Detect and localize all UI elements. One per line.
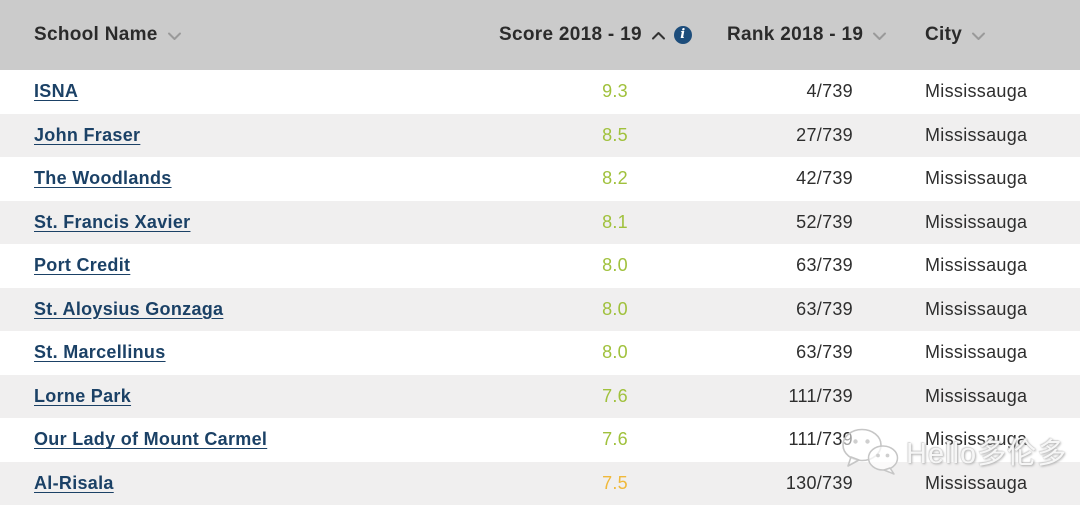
school-link[interactable]: The Woodlands <box>34 168 172 189</box>
rank-cell: 63/739 <box>796 298 853 319</box>
city-cell: Mississauga <box>925 255 1028 276</box>
rank-cell: 130/739 <box>785 472 853 493</box>
rank-cell: 111/739 <box>788 429 853 450</box>
score-cell: 7.6 <box>602 429 628 450</box>
school-link[interactable]: Our Lady of Mount Carmel <box>34 429 268 450</box>
rank-cell: 52/739 <box>796 211 853 232</box>
score-cell: 8.5 <box>602 124 628 145</box>
table-body: ISNA 9.3 4/739 Mississauga John Fraser 8… <box>0 70 1080 505</box>
score-cell: 8.0 <box>602 342 628 363</box>
score-cell: 8.2 <box>602 168 628 189</box>
city-cell: Mississauga <box>925 385 1028 406</box>
score-cell: 8.0 <box>602 298 628 319</box>
rank-cell: 63/739 <box>796 255 853 276</box>
city-cell: Mississauga <box>925 472 1028 493</box>
score-cell: 8.0 <box>602 255 628 276</box>
school-name-cell: John Fraser <box>0 125 480 146</box>
school-link[interactable]: St. Marcellinus <box>34 342 166 363</box>
table-row: Al-Risala 7.5 130/739 Mississauga <box>0 461 1080 505</box>
rank-cell: 27/739 <box>796 124 853 145</box>
city-cell: Mississauga <box>925 124 1028 145</box>
table-row: St. Marcellinus 8.0 63/739 Mississauga <box>0 331 1080 375</box>
score-cell: 8.1 <box>602 211 628 232</box>
city-cell: Mississauga <box>925 81 1028 102</box>
city-cell: Mississauga <box>925 429 1028 450</box>
city-cell: Mississauga <box>925 342 1028 363</box>
chevron-down-icon <box>167 32 181 40</box>
table-row: St. Aloysius Gonzaga 8.0 63/739 Mississa… <box>0 287 1080 331</box>
column-header-score[interactable]: Score 2018 - 19 i <box>499 0 692 70</box>
school-name-cell: The Woodlands <box>0 168 480 189</box>
score-cell: 7.6 <box>602 385 628 406</box>
school-link[interactable]: ISNA <box>34 81 79 102</box>
city-cell: Mississauga <box>925 211 1028 232</box>
table-row: ISNA 9.3 4/739 Mississauga <box>0 70 1080 114</box>
table-row: John Fraser 8.5 27/739 Mississauga <box>0 113 1080 157</box>
column-label: City <box>925 24 963 45</box>
school-name-cell: ISNA <box>0 81 480 102</box>
score-cell: 9.3 <box>602 81 628 102</box>
table-header: School Name Score 2018 - 19 i Rank 2018 … <box>0 0 1080 70</box>
column-header-rank[interactable]: Rank 2018 - 19 <box>727 0 887 70</box>
rank-cell: 42/739 <box>796 168 853 189</box>
score-cell: 7.5 <box>602 472 628 493</box>
school-link[interactable]: Lorne Park <box>34 385 132 406</box>
city-cell: Mississauga <box>925 168 1028 189</box>
column-header-school-name[interactable]: School Name <box>34 0 182 70</box>
school-link[interactable]: St. Aloysius Gonzaga <box>34 298 224 319</box>
school-link[interactable]: John Fraser <box>34 124 141 145</box>
school-name-cell: Our Lady of Mount Carmel <box>0 429 480 450</box>
column-label: Score 2018 - 19 <box>499 24 642 45</box>
column-label: Rank 2018 - 19 <box>727 24 864 45</box>
school-link[interactable]: St. Francis Xavier <box>34 211 191 232</box>
school-name-cell: Port Credit <box>0 255 480 276</box>
school-name-cell: St. Aloysius Gonzaga <box>0 299 480 320</box>
school-name-cell: Lorne Park <box>0 386 480 407</box>
column-header-city[interactable]: City <box>925 0 986 70</box>
school-name-cell: Al-Risala <box>0 473 480 494</box>
rank-cell: 63/739 <box>796 342 853 363</box>
school-link[interactable]: Al-Risala <box>34 472 114 493</box>
school-name-cell: St. Marcellinus <box>0 342 480 363</box>
chevron-down-icon <box>972 32 986 40</box>
table-row: St. Francis Xavier 8.1 52/739 Mississaug… <box>0 200 1080 244</box>
city-cell: Mississauga <box>925 298 1028 319</box>
chevron-up-icon <box>651 32 665 40</box>
rank-cell: 111/739 <box>788 385 853 406</box>
table-row: Lorne Park 7.6 111/739 Mississauga <box>0 374 1080 418</box>
table-row: The Woodlands 8.2 42/739 Mississauga <box>0 157 1080 201</box>
table-row: Port Credit 8.0 63/739 Mississauga <box>0 244 1080 288</box>
chevron-down-icon <box>873 32 887 40</box>
table-row: Our Lady of Mount Carmel 7.6 111/739 Mis… <box>0 418 1080 462</box>
school-link[interactable]: Port Credit <box>34 255 131 276</box>
school-name-cell: St. Francis Xavier <box>0 212 480 233</box>
rank-cell: 4/739 <box>806 81 853 102</box>
info-icon[interactable]: i <box>673 26 692 44</box>
column-label: School Name <box>34 24 158 45</box>
